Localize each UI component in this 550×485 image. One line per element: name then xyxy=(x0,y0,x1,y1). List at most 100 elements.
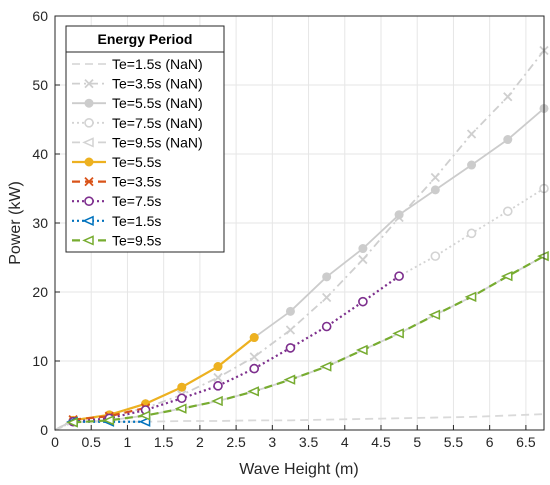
series-line xyxy=(73,275,400,423)
data-point xyxy=(430,251,441,261)
legend-label: Te=3.5s (NaN) xyxy=(112,76,203,92)
data-point xyxy=(467,160,477,170)
y-tick-label: 50 xyxy=(32,77,48,93)
legend-label: Te=1.5s (NaN) xyxy=(112,56,203,72)
data-point xyxy=(503,135,513,145)
data-point xyxy=(213,372,223,383)
data-point xyxy=(466,129,477,139)
y-axis-label: Power (kW) xyxy=(7,181,24,265)
legend-entry: Te=9.5s (NaN) xyxy=(72,134,203,150)
x-tick-label: 3.5 xyxy=(299,434,319,450)
x-axis-label: Wave Height (m) xyxy=(239,461,358,478)
legend-label: Te=7.5s (NaN) xyxy=(112,115,203,131)
legend-entry: Te=5.5s (NaN) xyxy=(72,95,203,111)
legend-label: Te=7.5s xyxy=(112,193,161,209)
x-tick-label: 4.5 xyxy=(371,434,391,450)
data-point xyxy=(285,343,296,353)
data-point xyxy=(138,416,151,427)
data-point xyxy=(392,328,404,339)
data-point xyxy=(177,382,187,392)
legend-entry: Te=7.5s (NaN) xyxy=(72,115,203,131)
x-tick-label: 1 xyxy=(124,434,132,450)
data-point xyxy=(211,395,223,407)
data-point xyxy=(174,403,187,414)
data-point xyxy=(466,228,477,239)
x-tick-label: 2.5 xyxy=(226,434,246,450)
legend-label: Te=1.5s xyxy=(112,213,161,229)
series-0 xyxy=(54,413,545,431)
data-point xyxy=(213,381,223,391)
data-point xyxy=(358,244,368,254)
legend-entry: Te=3.5s (NaN) xyxy=(72,76,203,92)
x-tick-label: 0.5 xyxy=(81,434,101,450)
x-tick-label: 6.5 xyxy=(516,434,536,450)
data-point xyxy=(430,172,440,183)
data-point xyxy=(102,415,115,426)
y-tick-label: 40 xyxy=(32,146,48,162)
data-point xyxy=(428,309,441,320)
data-point xyxy=(285,325,296,335)
data-point xyxy=(84,157,94,167)
data-point xyxy=(249,333,259,343)
data-point xyxy=(322,292,332,303)
legend-label: Te=9.5s (NaN) xyxy=(112,134,203,150)
data-point xyxy=(249,352,259,362)
legend-label: Te=3.5s xyxy=(112,174,161,190)
data-point xyxy=(84,176,94,187)
legend-label: Te=5.5s xyxy=(112,154,161,170)
data-point xyxy=(249,363,260,374)
legend-label: Te=5.5s (NaN) xyxy=(112,95,203,111)
data-point xyxy=(213,362,223,372)
legend-entry: Te=3.5s xyxy=(72,174,161,190)
data-point xyxy=(394,271,404,281)
data-point xyxy=(358,296,368,307)
data-point xyxy=(84,196,94,206)
legend-entry: Te=1.5s (NaN) xyxy=(72,56,203,72)
data-point xyxy=(285,306,295,316)
data-point xyxy=(247,386,259,397)
y-tick-label: 0 xyxy=(40,422,48,438)
data-point xyxy=(503,92,513,102)
data-point xyxy=(358,254,368,265)
legend-entry: Te=9.5s xyxy=(72,232,161,248)
data-point xyxy=(394,210,404,220)
y-tick-label: 30 xyxy=(32,215,48,231)
data-point xyxy=(502,206,513,217)
legend-label: Te=9.5s xyxy=(112,232,161,248)
legend-title: Energy Period xyxy=(98,31,193,47)
y-tick-label: 60 xyxy=(32,8,48,24)
data-point xyxy=(82,215,94,226)
x-tick-label: 6 xyxy=(486,434,494,450)
data-point xyxy=(84,78,94,89)
series-9 xyxy=(66,250,549,428)
data-point xyxy=(138,410,151,421)
x-tick-label: 3 xyxy=(268,434,276,450)
data-point xyxy=(176,393,187,404)
x-tick-label: 0 xyxy=(51,434,59,450)
legend-entry: Te=5.5s xyxy=(72,154,161,170)
data-point xyxy=(430,185,440,195)
data-point xyxy=(500,270,513,282)
data-point xyxy=(283,374,296,385)
data-point xyxy=(322,272,332,282)
data-point xyxy=(319,361,332,372)
data-point xyxy=(321,321,332,332)
series-line xyxy=(73,255,545,424)
x-tick-label: 2 xyxy=(196,434,204,450)
y-tick-label: 20 xyxy=(32,284,48,300)
legend-entry: Te=7.5s xyxy=(72,193,161,209)
axis-ticks: 0 0.5 1 1.5 2 2.5 3 3.5 4 4.5 5 5.5 6 6.5 0 10 20 30 40 50 6… xyxy=(32,8,535,450)
x-tick-label: 5 xyxy=(413,434,421,450)
x-tick-label: 4 xyxy=(341,434,349,450)
data-point xyxy=(84,98,94,108)
data-point xyxy=(84,118,94,128)
x-tick-label: 5.5 xyxy=(444,434,464,450)
data-point xyxy=(82,137,94,148)
y-tick-label: 10 xyxy=(32,353,48,369)
series-line xyxy=(54,413,545,431)
data-point xyxy=(356,344,368,356)
series-layer xyxy=(54,45,549,431)
data-point xyxy=(66,417,78,428)
data-point xyxy=(82,235,94,246)
